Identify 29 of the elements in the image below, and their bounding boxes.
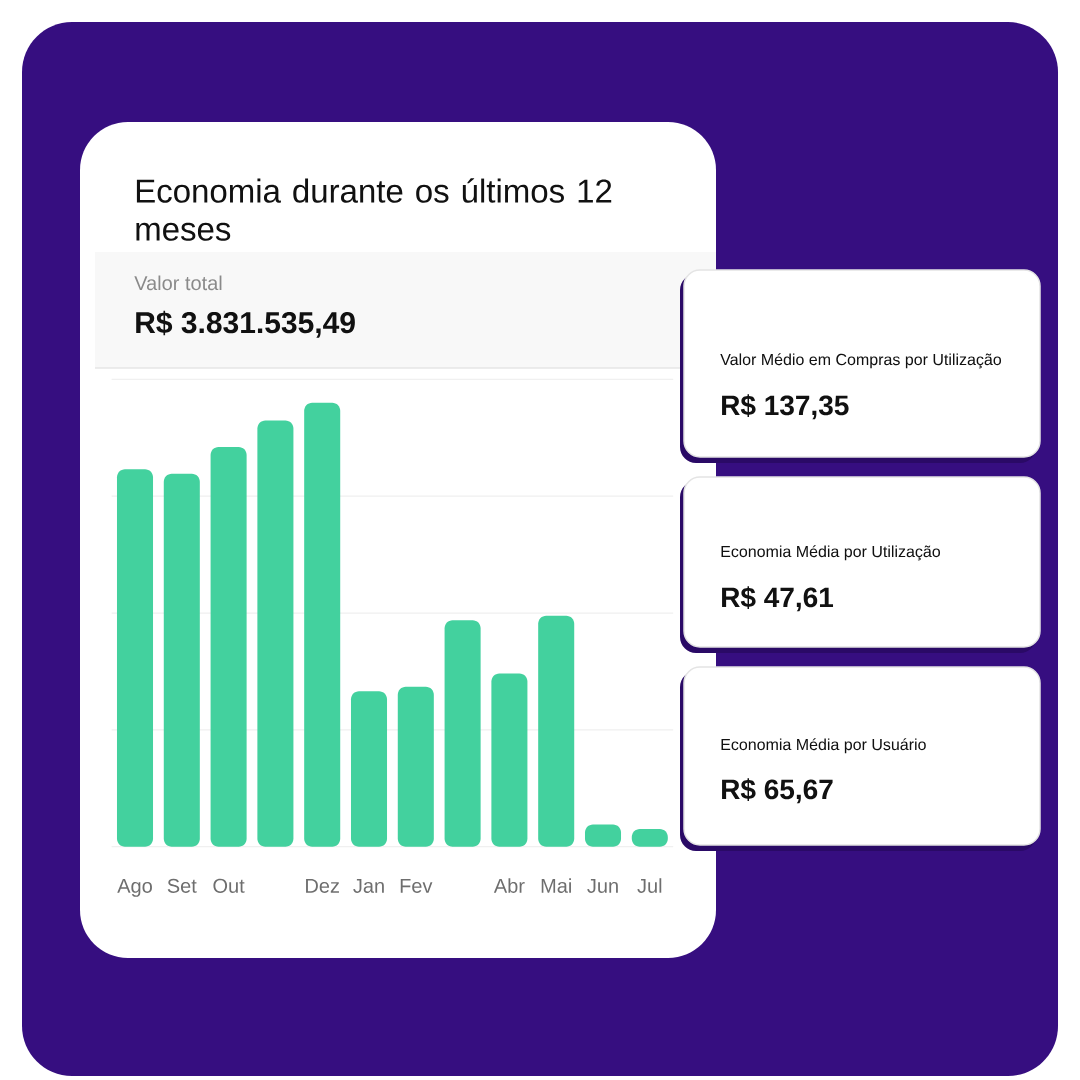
x-tick-label: Abr bbox=[493, 878, 525, 893]
bar bbox=[538, 615, 575, 847]
bar bbox=[491, 673, 528, 847]
text: R$ 137,35 bbox=[722, 394, 849, 420]
bar bbox=[304, 402, 341, 847]
x-tick-label: Ago bbox=[117, 878, 152, 897]
x-tick-label: Out bbox=[213, 878, 245, 893]
bar bbox=[444, 620, 481, 847]
bar bbox=[210, 447, 247, 847]
bar bbox=[116, 469, 154, 847]
x-tick-label: Fev bbox=[400, 878, 433, 893]
x-tick-label: Set bbox=[167, 878, 197, 893]
bar bbox=[397, 686, 434, 847]
chart-title: Economia durante os últimos 12 meses bbox=[136, 178, 612, 241]
text: R$ 47,61 bbox=[722, 586, 834, 612]
text: Economia Média por Utilização bbox=[721, 545, 941, 561]
x-tick-label: Mai bbox=[541, 878, 571, 893]
bar bbox=[163, 473, 200, 847]
text: Valor Médio em Compras por Utilização bbox=[720, 353, 1002, 369]
bar bbox=[257, 420, 294, 847]
text: R$ 3.831.535,49 bbox=[136, 310, 355, 338]
x-tick-label: Jan bbox=[353, 878, 384, 893]
x-tick-label: Jul bbox=[637, 878, 662, 893]
text: Economia Média por Usuário bbox=[721, 738, 926, 754]
text: R$ 65,67 bbox=[722, 778, 833, 804]
text: Valor total bbox=[134, 275, 222, 291]
bar bbox=[350, 691, 388, 847]
x-tick-label: Dez bbox=[306, 878, 339, 893]
x-tick-label: Jun bbox=[587, 878, 618, 893]
